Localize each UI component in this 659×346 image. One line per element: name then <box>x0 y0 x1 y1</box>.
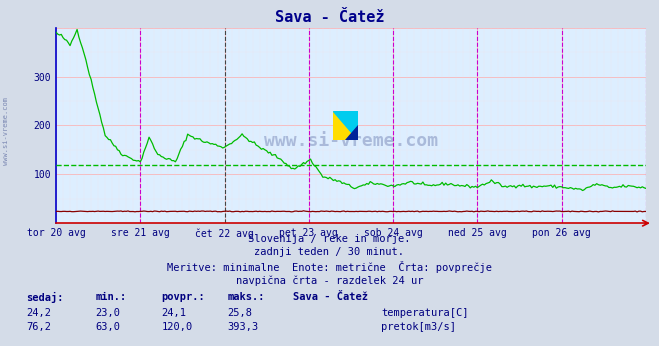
Text: Meritve: minimalne  Enote: metrične  Črta: povprečje: Meritve: minimalne Enote: metrične Črta:… <box>167 261 492 273</box>
Text: maks.:: maks.: <box>227 292 265 302</box>
Text: 120,0: 120,0 <box>161 322 192 333</box>
Text: min.:: min.: <box>96 292 127 302</box>
Text: 24,1: 24,1 <box>161 308 186 318</box>
Polygon shape <box>345 126 358 140</box>
Text: povpr.:: povpr.: <box>161 292 205 302</box>
Text: 25,8: 25,8 <box>227 308 252 318</box>
Text: Sava - Čatež: Sava - Čatež <box>293 292 368 302</box>
Text: 393,3: 393,3 <box>227 322 258 333</box>
Text: 24,2: 24,2 <box>26 308 51 318</box>
Text: Sava - Čatež: Sava - Čatež <box>275 10 384 25</box>
Text: temperatura[C]: temperatura[C] <box>381 308 469 318</box>
Text: www.si-vreme.com: www.si-vreme.com <box>3 98 9 165</box>
Text: sedaj:: sedaj: <box>26 292 64 303</box>
Text: pretok[m3/s]: pretok[m3/s] <box>381 322 456 333</box>
Text: 63,0: 63,0 <box>96 322 121 333</box>
Polygon shape <box>333 111 358 140</box>
Text: zadnji teden / 30 minut.: zadnji teden / 30 minut. <box>254 247 405 257</box>
Polygon shape <box>333 111 358 140</box>
Text: 23,0: 23,0 <box>96 308 121 318</box>
Text: navpična črta - razdelek 24 ur: navpična črta - razdelek 24 ur <box>236 275 423 285</box>
Text: 76,2: 76,2 <box>26 322 51 333</box>
Text: www.si-vreme.com: www.si-vreme.com <box>264 132 438 150</box>
Text: Slovenija / reke in morje.: Slovenija / reke in morje. <box>248 234 411 244</box>
